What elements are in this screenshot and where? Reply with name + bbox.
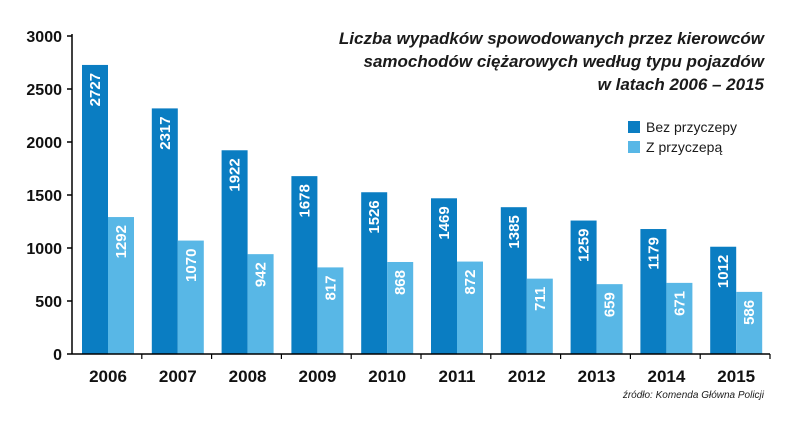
bar-bez-przyczepy-2015 [710,246,737,354]
legend-swatch [628,121,640,133]
bar-bez-przyczepy-2006 [82,64,108,355]
x-tick-label: 2010 [368,367,406,386]
x-tick-label: 2008 [229,367,267,386]
x-axis: 2006 2007 2008 2009 2010 2011 2012 2013 2014 2015 [72,353,771,386]
bar-bez-przyczepy-2011 [431,198,457,354]
bar-value-label: 817 [322,275,339,300]
bar-bez-przyczepy-2007 [151,108,178,354]
bar-z-przyczepa-2009 [317,267,344,354]
chart-title: Liczba wypadków spowodowanych przez kier… [339,29,766,94]
bar-z-przyczepa-2013 [596,284,623,354]
bar-bez-przyczepy-2008 [221,150,248,354]
legend-swatch [628,141,640,153]
x-tick-label: 2011 [439,367,476,386]
y-axis: 0 500 1000 1500 2000 2500 3000 [26,29,73,364]
x-tick-label: 2015 [717,367,755,386]
y-tick-label: 2500 [26,82,62,99]
bar-value-label: 2317 [157,116,174,149]
bar-value-label: 1385 [506,215,523,248]
source-note: źródło: Komenda Główna Policji [622,390,765,401]
bar-z-przyczepa-2007 [177,240,204,354]
x-tick-label: 2007 [159,367,197,386]
bar-value-label: 1469 [436,206,453,239]
bar-value-label: 872 [462,270,479,295]
bar-value-label: 1070 [183,249,200,282]
bar-labels: 2727 1292 2317 1070 1922 942 1678 817 1526 868 146… [87,73,758,325]
bars [82,64,763,355]
bar-bez-przyczepy-2012 [500,207,527,354]
bar-value-label: 942 [253,262,270,287]
chart-title-line-2: samochodów ciężarowych według typu pojaz… [364,52,766,71]
legend-label: Bez przyczepy [646,119,737,135]
bar-value-label: 671 [671,291,688,316]
bar-z-przyczepa-2011 [457,261,483,354]
chart-title-line-1: Liczba wypadków spowodowanych przez kier… [339,29,766,48]
y-tick-label: 3000 [26,29,62,46]
y-tick-label: 500 [35,294,62,311]
y-tick-label: 0 [53,347,62,364]
bar-value-label: 711 [532,287,549,311]
y-tick-label: 1500 [26,188,62,205]
y-tick-label: 1000 [26,241,62,258]
legend-label: Z przyczepą [646,139,722,155]
bar-z-przyczepa-2008 [247,254,274,354]
bar-bez-przyczepy-2010 [361,192,388,354]
x-tick-label: 2009 [298,367,336,386]
bar-value-label: 868 [392,270,409,295]
bar-value-label: 1292 [113,225,130,258]
x-tick-label: 2012 [508,367,546,386]
x-tick-label: 2013 [578,367,616,386]
bar-bez-przyczepy-2014 [640,229,667,354]
legend: Bez przyczepy Z przyczepą [628,119,737,155]
bar-z-przyczepa-2015 [736,291,763,354]
bar-bez-przyczepy-2009 [291,176,318,354]
x-tick-label: 2006 [89,367,127,386]
bar-z-przyczepa-2014 [666,282,693,354]
bar-z-przyczepa-2012 [526,278,553,354]
bar-value-label: 1922 [227,158,244,191]
bar-value-label: 1526 [366,200,383,233]
bar-bez-przyczepy-2013 [570,220,597,354]
bar-z-przyczepa-2010 [387,261,414,354]
bar-value-label: 1012 [715,255,732,288]
chart-title-line-3: w latach 2006 – 2015 [598,75,765,94]
bar-value-label: 1678 [296,184,313,217]
bar-value-label: 586 [741,300,758,325]
bar-value-label: 2727 [87,73,104,106]
bar-value-label: 1259 [576,229,593,262]
bar-value-label: 1179 [645,237,662,270]
x-tick-label: 2014 [647,367,685,386]
bar-value-label: 659 [602,292,619,317]
bar-z-przyczepa-2006 [108,217,134,354]
y-tick-label: 2000 [26,135,62,152]
